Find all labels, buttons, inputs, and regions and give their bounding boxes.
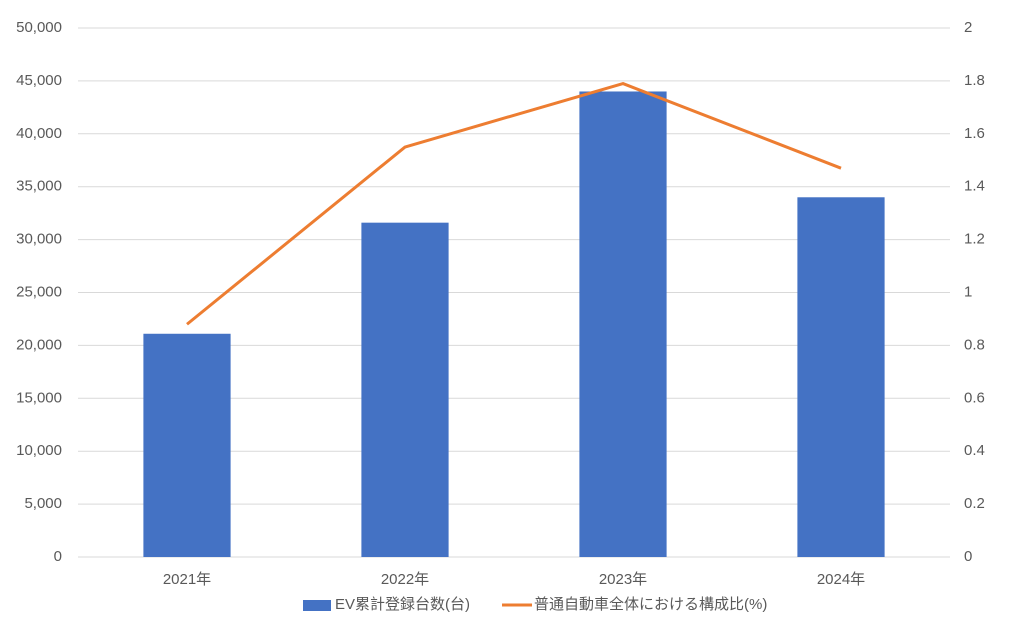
legend-label: 普通自動車全体における構成比(%) [534, 595, 767, 613]
y2-tick-label: 1.8 [964, 72, 985, 89]
line [186, 82, 842, 326]
y2-tick-label: 1.2 [964, 231, 985, 248]
x-tick-label: 2023年 [599, 571, 647, 588]
x-tick-label: 2024年 [817, 571, 865, 588]
y2-tick-label: 1.4 [964, 178, 985, 195]
y-tick-label: 35,000 [16, 178, 62, 195]
y-tick-label: 40,000 [16, 125, 62, 142]
y2-tick-label: 1.6 [964, 125, 985, 142]
y-tick-label: 50,000 [16, 19, 62, 36]
legend-label: EV累計登録台数(台) [335, 596, 470, 613]
bar [361, 222, 449, 557]
x-tick-label: 2021年 [163, 571, 211, 588]
y-tick-label: 20,000 [16, 336, 62, 353]
y-tick-label: 15,000 [16, 389, 62, 406]
bar [143, 333, 231, 557]
legend-swatch [303, 600, 331, 611]
y2-tick-label: 0.2 [964, 495, 985, 512]
y2-tick-label: 1 [964, 283, 972, 300]
y2-tick-label: 0.8 [964, 336, 985, 353]
y2-tick-label: 0.6 [964, 389, 985, 406]
y-tick-label: 10,000 [16, 442, 62, 459]
y-tick-label: 0 [54, 548, 62, 565]
y2-tick-label: 2 [964, 19, 972, 36]
bar [579, 91, 667, 557]
y-tick-label: 30,000 [16, 231, 62, 248]
bar [797, 197, 885, 557]
x-tick-label: 2022年 [381, 571, 429, 588]
y-tick-label: 45,000 [16, 72, 62, 89]
y2-tick-label: 0 [964, 548, 972, 565]
y2-tick-label: 0.4 [964, 442, 985, 459]
y-tick-label: 25,000 [16, 283, 62, 300]
y-tick-label: 5,000 [24, 495, 62, 512]
